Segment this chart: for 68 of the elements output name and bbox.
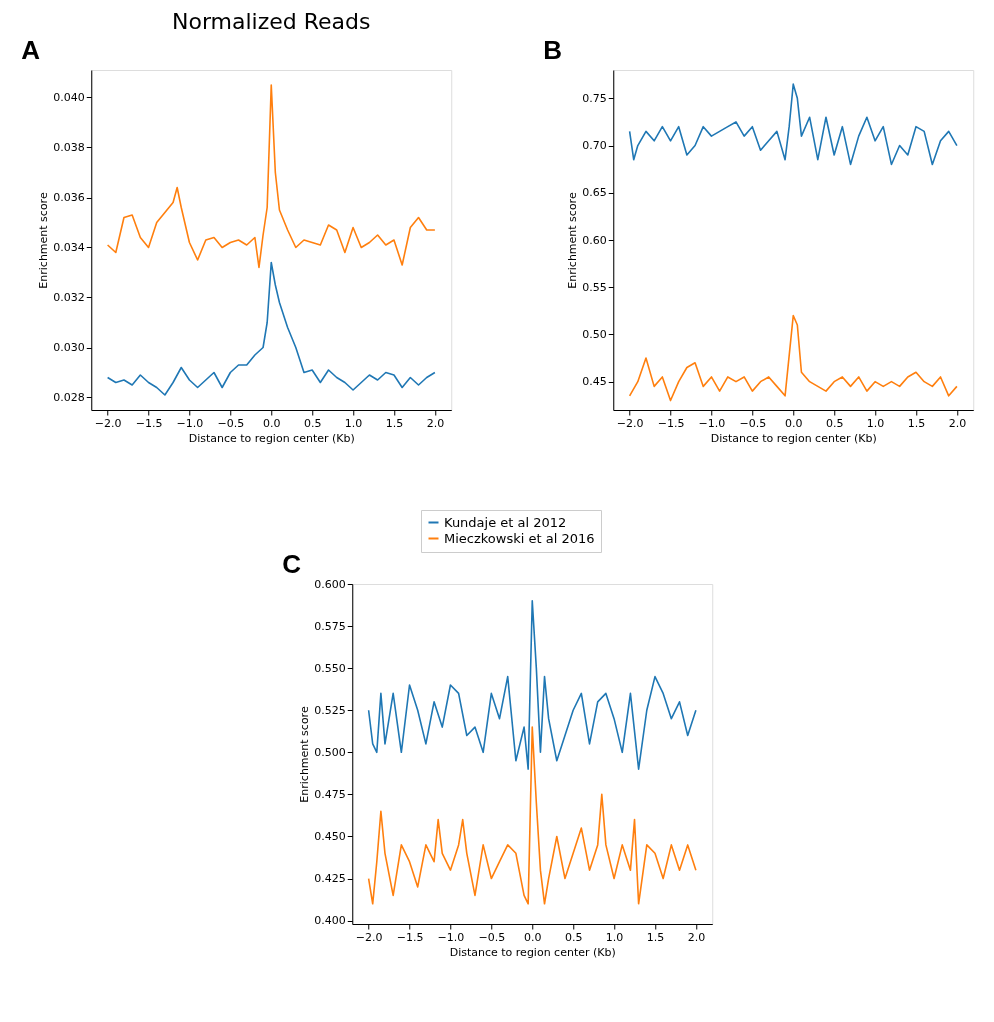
x-tick-label: −0.5 bbox=[478, 930, 506, 944]
chart-title: Normalized Reads bbox=[172, 9, 371, 34]
y-tick-label: 0.45 bbox=[582, 375, 607, 389]
x-tick-label: 0.5 bbox=[564, 930, 583, 944]
line-series bbox=[628, 314, 958, 402]
line-series bbox=[367, 600, 697, 770]
x-tick-label: 0.0 bbox=[263, 416, 281, 430]
x-tick-label: 1.0 bbox=[866, 416, 885, 430]
y-tick-label: 0.475 bbox=[314, 787, 346, 801]
x-tick-label: −0.5 bbox=[739, 416, 767, 430]
x-tick-label: −1.5 bbox=[657, 416, 685, 430]
y-tick-label: 0.400 bbox=[314, 914, 346, 928]
x-tick-label: −2.0 bbox=[355, 930, 383, 944]
y-tick-label: 0.55 bbox=[582, 280, 607, 294]
y-axis-title: Enrichment score bbox=[566, 192, 580, 289]
x-tick-label: −2.0 bbox=[616, 416, 644, 430]
line-series bbox=[106, 84, 436, 269]
y-tick-label: 0.038 bbox=[53, 141, 85, 154]
y-tick-label: 0.75 bbox=[582, 91, 607, 105]
y-tick-label: 0.040 bbox=[53, 91, 85, 104]
x-axis-title: Distance to region center (Kb) bbox=[449, 945, 616, 959]
line-series bbox=[628, 83, 958, 166]
y-tick-label: 0.525 bbox=[314, 703, 346, 717]
y-tick-label: 0.030 bbox=[53, 341, 85, 354]
y-tick-label: 0.575 bbox=[314, 619, 346, 633]
y-axis-title: Enrichment score bbox=[298, 706, 312, 803]
x-tick-label: −1.5 bbox=[135, 416, 163, 430]
y-tick-label: 0.450 bbox=[314, 829, 346, 843]
x-tick-label: −1.5 bbox=[396, 930, 424, 944]
y-tick-label: 0.036 bbox=[53, 191, 85, 204]
text: B bbox=[543, 35, 563, 65]
x-tick-label: 2.0 bbox=[948, 416, 967, 430]
line-series bbox=[106, 261, 436, 396]
text: A bbox=[21, 35, 41, 65]
x-tick-label: 0.0 bbox=[524, 930, 542, 944]
x-tick-label: −1.0 bbox=[437, 930, 465, 944]
line-series bbox=[367, 726, 697, 905]
x-tick-label: 2.0 bbox=[687, 930, 706, 944]
text: C bbox=[282, 549, 302, 579]
y-tick-label: 0.034 bbox=[53, 241, 85, 254]
x-tick-label: 1.0 bbox=[605, 930, 624, 944]
x-tick-label: 1.0 bbox=[344, 416, 363, 430]
x-tick-label: 1.5 bbox=[907, 416, 926, 430]
y-tick-label: 0.500 bbox=[314, 745, 346, 759]
y-tick-label: 0.550 bbox=[314, 661, 346, 675]
y-tick-label: 0.60 bbox=[582, 233, 607, 247]
legend-label: Kundaje et al 2012 bbox=[444, 514, 567, 530]
legend-label: Mieczkowski et al 2016 bbox=[444, 530, 595, 546]
y-tick-label: 0.50 bbox=[582, 327, 607, 341]
x-tick-label: 0.5 bbox=[303, 416, 322, 430]
y-tick-label: 0.028 bbox=[53, 391, 85, 404]
y-tick-label: 0.032 bbox=[53, 291, 85, 304]
x-tick-label: 1.5 bbox=[385, 416, 404, 430]
x-tick-label: 1.5 bbox=[646, 930, 665, 944]
x-tick-label: −0.5 bbox=[217, 416, 245, 430]
x-tick-label: −1.0 bbox=[698, 416, 726, 430]
x-tick-label: 0.0 bbox=[785, 416, 803, 430]
x-tick-label: 2.0 bbox=[426, 416, 445, 430]
y-tick-label: 0.65 bbox=[582, 186, 607, 200]
y-axis-title: Enrichment score bbox=[37, 192, 51, 289]
y-tick-label: 0.70 bbox=[582, 139, 607, 153]
x-tick-label: −1.0 bbox=[176, 416, 204, 430]
x-tick-label: 0.5 bbox=[825, 416, 844, 430]
x-tick-label: −2.0 bbox=[94, 416, 122, 430]
y-tick-label: 0.425 bbox=[314, 872, 346, 886]
x-axis-title: Distance to region center (Kb) bbox=[710, 431, 877, 445]
y-tick-label: 0.600 bbox=[314, 577, 346, 591]
x-axis-title: Distance to region center (Kb) bbox=[188, 431, 355, 445]
